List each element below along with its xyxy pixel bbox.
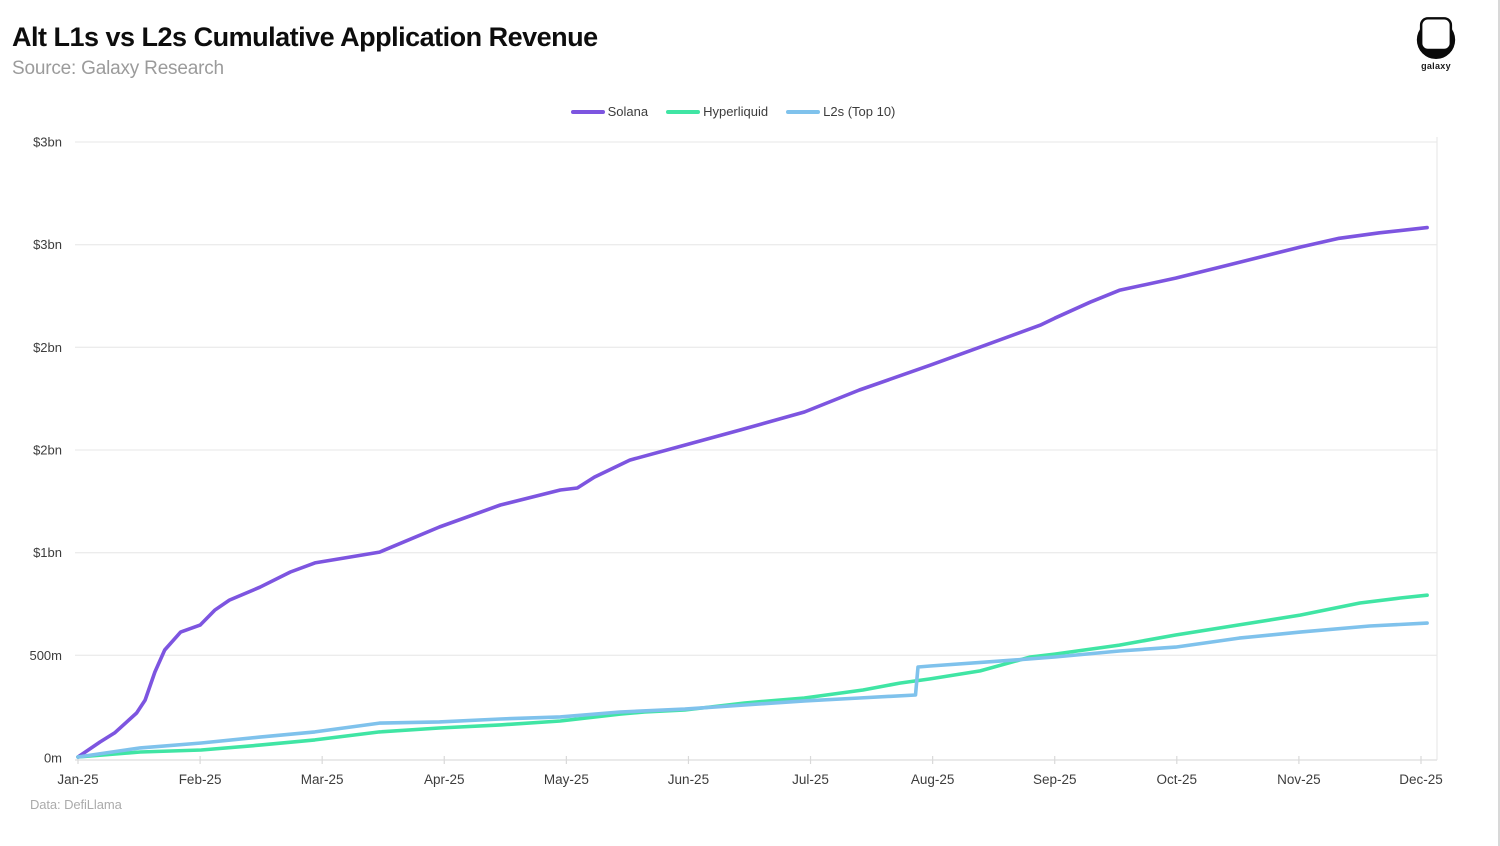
galaxy-logo: galaxy: [1410, 14, 1462, 71]
y-tick-label: $1bn: [33, 545, 62, 560]
x-tick-label: Nov-25: [1277, 772, 1321, 787]
x-tick-label: Jun-25: [668, 772, 709, 787]
hyperliquid-line-swatch-icon: [666, 109, 701, 114]
x-tick-label: Dec-25: [1399, 772, 1443, 787]
y-tick-label: $3bn: [33, 135, 62, 150]
y-tick-label: $2bn: [33, 340, 62, 355]
series-line-solana: [76, 225, 1429, 759]
y-tick-label: 500m: [29, 648, 62, 663]
chart-legend: Solana Hyperliquid L2s (Top 10): [0, 104, 1466, 119]
x-tick-label: Jul-25: [792, 772, 829, 787]
x-tick-label: Mar-25: [301, 772, 344, 787]
x-tick-label: Oct-25: [1157, 772, 1198, 787]
x-tick-label: Aug-25: [911, 772, 955, 787]
galaxy-logo-text: galaxy: [1421, 61, 1451, 71]
x-tick-label: Feb-25: [179, 772, 222, 787]
legend-label-l2s: L2s (Top 10): [823, 104, 896, 119]
x-tick-label: Apr-25: [424, 772, 465, 787]
x-tick-label: Jan-25: [57, 772, 98, 787]
legend-item-hyperliquid[interactable]: Hyperliquid: [666, 104, 768, 119]
galaxy-logo-icon: [1416, 17, 1456, 60]
solana-line-swatch-icon: [570, 109, 605, 114]
legend-item-solana[interactable]: Solana: [570, 104, 649, 119]
x-tick-label: Sep-25: [1033, 772, 1077, 787]
x-tick-label: May-25: [544, 772, 589, 787]
series-line-hyperliquid: [76, 593, 1429, 759]
page-title: Alt L1s vs L2s Cumulative Application Re…: [12, 22, 598, 52]
chart-header: Alt L1s vs L2s Cumulative Application Re…: [12, 22, 598, 80]
legend-item-l2s[interactable]: L2s (Top 10): [786, 104, 895, 119]
l2s-line-swatch-icon: [786, 109, 821, 114]
data-source-note: Data: DefiLlama: [30, 797, 122, 812]
window-right-border: [1498, 0, 1500, 846]
legend-label-solana: Solana: [607, 104, 649, 119]
y-tick-label: $2bn: [33, 443, 62, 458]
legend-label-hyperliquid: Hyperliquid: [703, 104, 769, 119]
series-line-l2s-top-10: [76, 621, 1429, 759]
page-subtitle: Source: Galaxy Research: [12, 58, 224, 79]
y-tick-label: $3bn: [33, 237, 62, 252]
y-tick-label: 0m: [44, 751, 62, 766]
